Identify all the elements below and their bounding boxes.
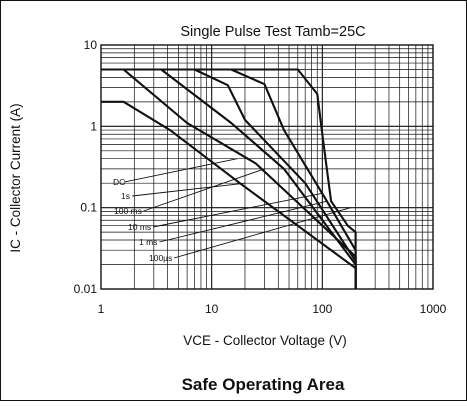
- y-tick-label-1: 0.1: [80, 201, 97, 215]
- x-tick-label-1: 10: [205, 302, 219, 316]
- x-tick-label-0: 1: [98, 302, 105, 316]
- leader-line-3: [152, 192, 323, 228]
- x-tick-label-2: 100: [312, 302, 332, 316]
- series-label-4: 1 ms: [139, 237, 157, 247]
- series-label-5: 100µs: [149, 253, 172, 263]
- y-axis-label-text: - Collector Current (A): [8, 103, 23, 239]
- series-label-1: 1s: [121, 191, 130, 201]
- leader-line-5: [173, 207, 351, 259]
- leader-line-4: [159, 200, 328, 243]
- x-axis-label: VCE - Collector Voltage (V): [183, 333, 347, 348]
- series-label-0: DC: [113, 177, 125, 187]
- series-labels: DC 1s 100 ms 10 ms 1 ms 100µs: [113, 177, 172, 263]
- leader-line-1: [132, 182, 246, 197]
- plot-frame: [100, 44, 434, 290]
- grid: [101, 45, 433, 289]
- x-tick-label-3: 1000: [420, 302, 447, 316]
- chart-caption: Safe Operating Area: [182, 375, 345, 394]
- x-axis-label-text: - Collector Voltage (V): [211, 333, 347, 348]
- series-label-2: 100 ms: [114, 206, 142, 216]
- y-axis-symbol: IC: [8, 239, 23, 253]
- y-axis-label: IC - Collector Current (A): [8, 103, 23, 252]
- y-tick-label-3: 10: [84, 38, 98, 52]
- series-group: [101, 68, 357, 289]
- label-leaders: [124, 158, 351, 259]
- y-tick-label-0: 0.01: [74, 282, 98, 296]
- chart-title: Single Pulse Test Tamb=25C: [180, 24, 365, 40]
- y-tick-label-2: 1: [90, 119, 97, 133]
- x-axis-symbol: VCE: [183, 333, 211, 348]
- tick-labels: 1 10 100 1000 0.01 0.1 1 10: [74, 38, 447, 316]
- leader-line-0: [124, 158, 238, 183]
- series-line-5: [101, 68, 357, 289]
- leader-line-2: [143, 168, 265, 212]
- series-label-3: 10 ms: [128, 222, 151, 232]
